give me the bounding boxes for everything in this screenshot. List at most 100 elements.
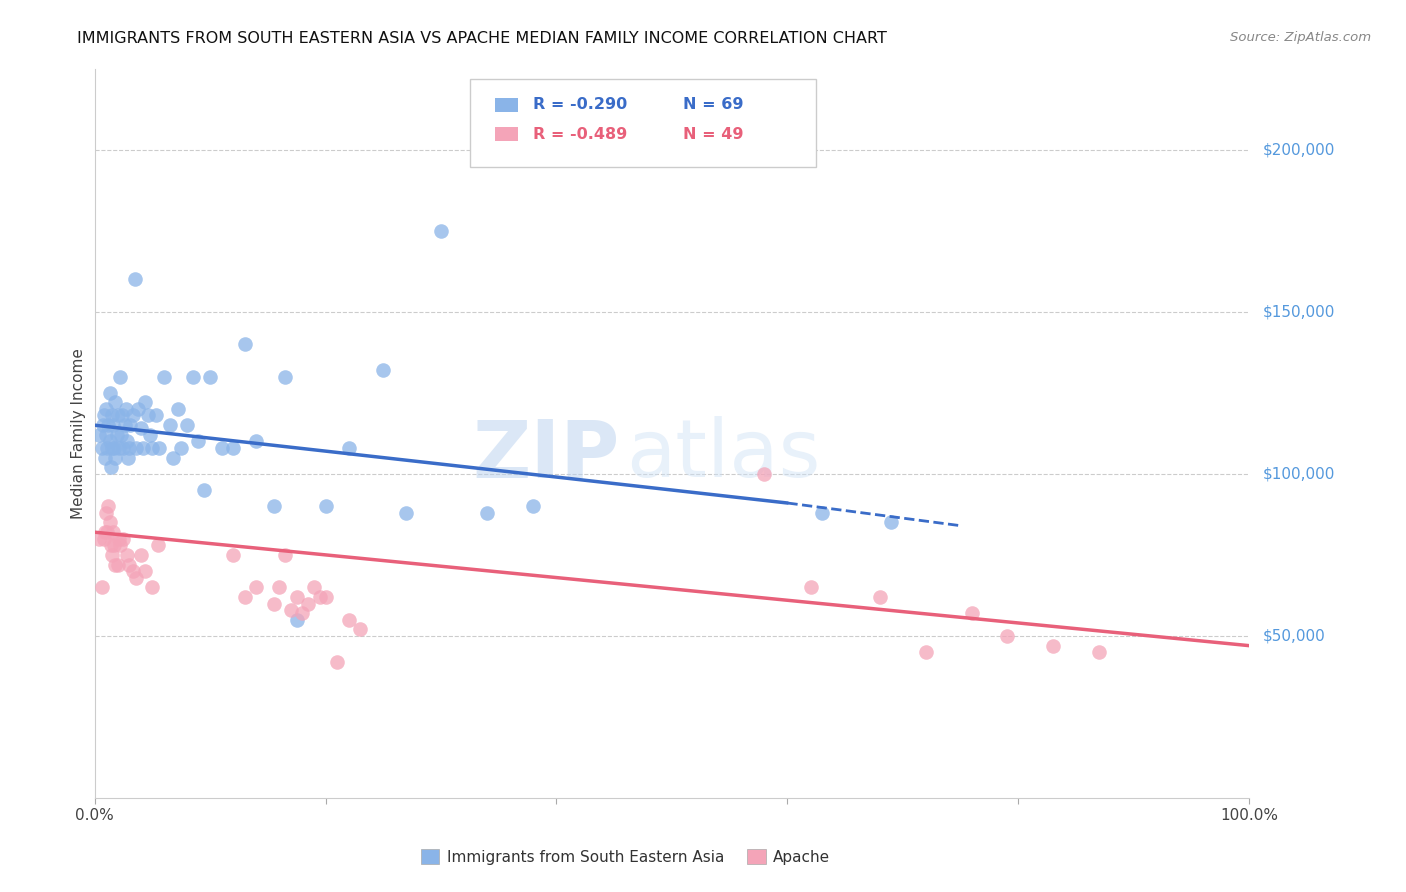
- Point: [124, 272, 146, 286]
- Point: [101, 441, 124, 455]
- Point: [153, 369, 176, 384]
- Point: [108, 441, 131, 455]
- Point: [222, 548, 245, 562]
- Point: [100, 460, 122, 475]
- Point: [96, 525, 118, 540]
- Point: [522, 500, 544, 514]
- Point: [915, 645, 938, 659]
- Point: [141, 580, 163, 594]
- Point: [125, 571, 148, 585]
- Point: [326, 655, 349, 669]
- Point: [880, 516, 903, 530]
- Text: ZIP: ZIP: [472, 417, 620, 494]
- Point: [274, 548, 297, 562]
- Point: [107, 558, 129, 572]
- Point: [104, 450, 127, 465]
- Point: [134, 395, 156, 409]
- Point: [222, 441, 245, 455]
- Point: [118, 558, 141, 572]
- Point: [162, 450, 184, 465]
- Point: [111, 409, 134, 423]
- Text: R = -0.489: R = -0.489: [533, 127, 627, 142]
- Point: [118, 441, 141, 455]
- FancyBboxPatch shape: [470, 79, 817, 167]
- Point: [198, 369, 221, 384]
- Point: [115, 434, 138, 449]
- Point: [141, 441, 163, 455]
- Point: [112, 532, 135, 546]
- Point: [97, 418, 120, 433]
- Point: [136, 409, 159, 423]
- Point: [315, 590, 337, 604]
- Point: [121, 409, 143, 423]
- Point: [315, 500, 337, 514]
- Text: N = 49: N = 49: [683, 127, 744, 142]
- Point: [373, 363, 395, 377]
- Point: [94, 525, 117, 540]
- Point: [108, 532, 131, 546]
- Point: [115, 548, 138, 562]
- Point: [89, 532, 111, 546]
- Point: [302, 580, 325, 594]
- Point: [349, 623, 371, 637]
- Text: N = 69: N = 69: [683, 97, 744, 112]
- Point: [93, 409, 115, 423]
- Point: [148, 441, 170, 455]
- Point: [960, 606, 983, 620]
- Text: atlas: atlas: [626, 417, 820, 494]
- Point: [108, 369, 131, 384]
- Point: [134, 564, 156, 578]
- Point: [90, 580, 112, 594]
- Point: [129, 421, 152, 435]
- Point: [103, 538, 125, 552]
- Point: [94, 506, 117, 520]
- Point: [233, 337, 256, 351]
- Point: [100, 538, 122, 552]
- Y-axis label: Median Family Income: Median Family Income: [72, 348, 86, 519]
- Point: [395, 506, 418, 520]
- Point: [308, 590, 330, 604]
- FancyBboxPatch shape: [495, 127, 519, 142]
- Point: [1088, 645, 1111, 659]
- Point: [799, 580, 821, 594]
- Point: [94, 401, 117, 416]
- Point: [211, 441, 233, 455]
- Point: [98, 385, 121, 400]
- Text: $200,000: $200,000: [1263, 142, 1336, 157]
- Point: [94, 450, 117, 465]
- Point: [869, 590, 891, 604]
- Point: [120, 418, 142, 433]
- Point: [104, 395, 127, 409]
- Point: [101, 418, 124, 433]
- Point: [995, 629, 1018, 643]
- Point: [105, 428, 128, 442]
- Point: [139, 428, 162, 442]
- Point: [108, 538, 131, 552]
- Point: [274, 369, 297, 384]
- Point: [1042, 639, 1064, 653]
- Point: [285, 613, 308, 627]
- Point: [245, 580, 267, 594]
- Point: [280, 603, 302, 617]
- Point: [297, 597, 319, 611]
- Point: [104, 558, 127, 572]
- FancyBboxPatch shape: [495, 98, 519, 112]
- Point: [101, 525, 124, 540]
- Point: [245, 434, 267, 449]
- Text: Source: ZipAtlas.com: Source: ZipAtlas.com: [1230, 31, 1371, 45]
- Legend: Immigrants from South Eastern Asia, Apache: Immigrants from South Eastern Asia, Apac…: [415, 842, 837, 871]
- Point: [233, 590, 256, 604]
- Point: [121, 564, 143, 578]
- Point: [112, 441, 135, 455]
- Point: [89, 428, 111, 442]
- Point: [132, 441, 155, 455]
- Point: [176, 418, 198, 433]
- Point: [97, 500, 120, 514]
- Point: [170, 441, 193, 455]
- Text: IMMIGRANTS FROM SOUTH EASTERN ASIA VS APACHE MEDIAN FAMILY INCOME CORRELATION CH: IMMIGRANTS FROM SOUTH EASTERN ASIA VS AP…: [77, 31, 887, 46]
- Point: [125, 441, 148, 455]
- Point: [181, 369, 204, 384]
- Point: [291, 606, 314, 620]
- Point: [127, 401, 149, 416]
- Point: [103, 441, 125, 455]
